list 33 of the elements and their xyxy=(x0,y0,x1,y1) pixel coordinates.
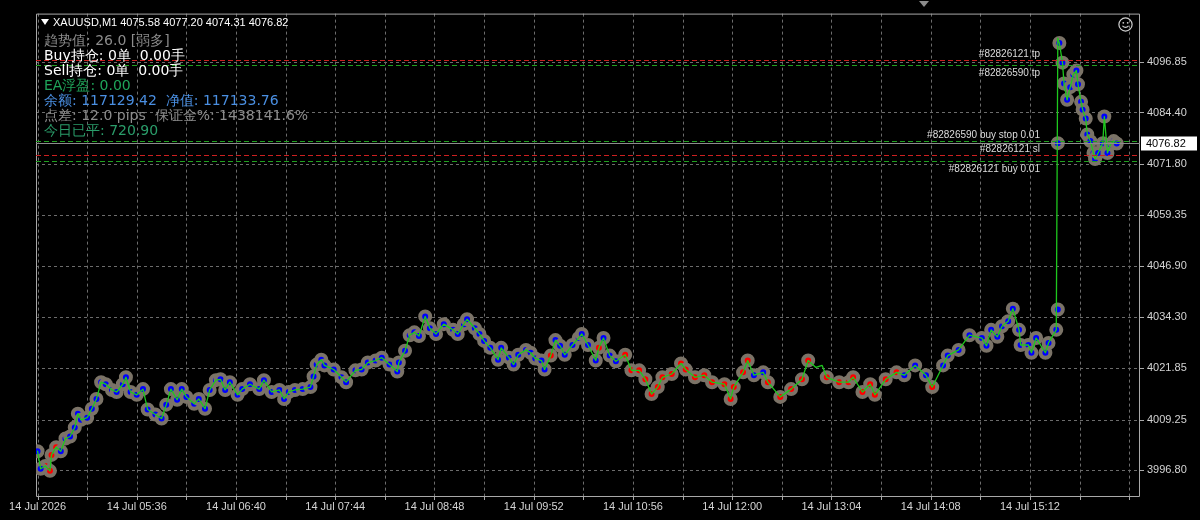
x-tick-label: 14 Jul 15:12 xyxy=(999,499,1060,512)
y-tick-label: 4034.30 xyxy=(1147,310,1187,323)
annotation: Buy持仓: 0单 0.00手 xyxy=(44,46,185,63)
x-tick-label: 14 Jul 08:48 xyxy=(404,499,465,512)
y-tick-label: 4021.85 xyxy=(1147,361,1187,374)
annotation: EA浮盈: 0.00 xyxy=(44,76,131,93)
chart-title: XAUUSD,M1 4075.58 4077.20 4074.31 4076.82 xyxy=(53,15,289,28)
x-tick-label: 14 Jul 06:40 xyxy=(206,499,266,512)
ref-line-label: #82826121 tp xyxy=(978,48,1041,60)
y-tick-label: 4009.25 xyxy=(1147,412,1187,425)
annotation: 趋势值: 26.0 [弱多] xyxy=(44,31,170,48)
ref-line-label: #82826121 buy 0.01 xyxy=(948,163,1041,175)
x-tick-label: 14 Jul 05:36 xyxy=(106,499,167,512)
ref-line-label: 4076.82 xyxy=(1146,136,1186,149)
y-tick-label: 4096.85 xyxy=(1147,54,1187,67)
y-tick-label: 4059.35 xyxy=(1147,207,1187,220)
y-tick-label: 4046.90 xyxy=(1147,258,1187,271)
ref-line-label: #82826590 tp xyxy=(978,67,1041,79)
x-tick-label: 14 Jul 07:44 xyxy=(305,499,366,512)
x-tick-label: 14 Jul 13:04 xyxy=(801,499,862,512)
annotation: 余额: 117129.42 净值: 117133.76 xyxy=(44,91,279,108)
x-tick-label: 14 Jul 12:00 xyxy=(702,499,763,512)
x-tick-label: 14 Jul 10:56 xyxy=(603,499,663,512)
y-tick-label: 4084.40 xyxy=(1147,105,1187,118)
x-tick-label: 14 Jul 2026 xyxy=(9,499,66,512)
annotation: Sell持仓: 0单 0.00手 xyxy=(44,61,184,78)
annotation: 点差: 12.0 pips 保证金%: 1438141.6% xyxy=(44,106,309,123)
y-tick-label: 3996.80 xyxy=(1147,463,1187,476)
x-tick-label: 14 Jul 14:08 xyxy=(900,499,961,512)
y-tick-label: 4071.80 xyxy=(1147,157,1187,169)
ref-line-label: #82826590 buy stop 0.01 xyxy=(927,128,1041,140)
x-tick-label: 14 Jul 09:52 xyxy=(503,499,564,512)
ref-line-label: #82826121 sl xyxy=(979,142,1040,154)
